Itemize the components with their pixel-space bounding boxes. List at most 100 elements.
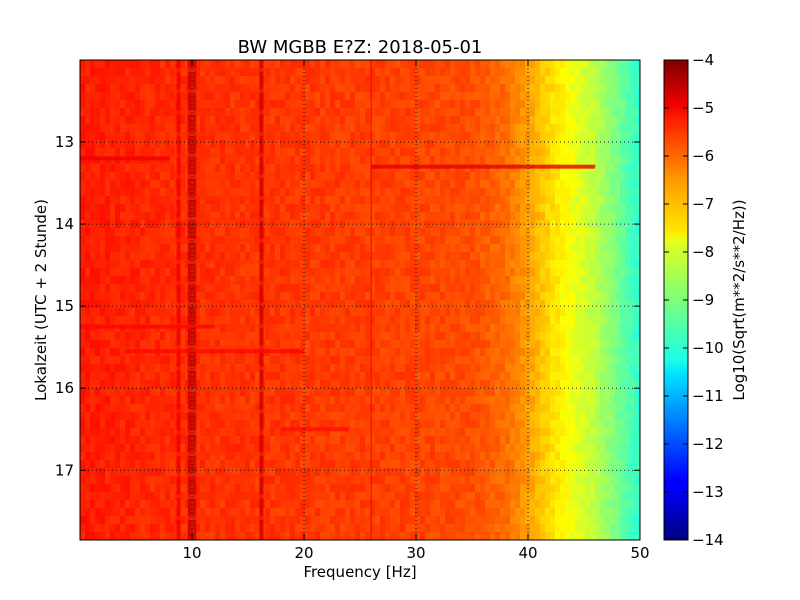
heatmap-cell [145, 140, 151, 149]
heatmap-cell [220, 116, 226, 125]
heatmap-cell [140, 308, 146, 317]
heatmap-cell [325, 268, 331, 277]
heatmap-cell [150, 364, 156, 373]
heatmap-cell [240, 460, 246, 469]
heatmap-cell [225, 532, 231, 540]
heatmap-cell [335, 268, 341, 277]
heatmap-cell [100, 308, 106, 317]
heatmap-cell [320, 244, 326, 253]
heatmap-cell [225, 460, 231, 469]
heatmap-cell [330, 84, 336, 93]
heatmap-cell [400, 412, 406, 421]
heatmap-cell [225, 332, 231, 341]
heatmap-cell [340, 236, 346, 245]
heatmap-cell [465, 220, 471, 229]
heatmap-cell [410, 388, 416, 397]
heatmap-cell [370, 348, 376, 357]
heatmap-cell [480, 220, 486, 229]
heatmap-cell [405, 500, 411, 509]
heatmap-cell [195, 60, 201, 69]
heatmap-cell [470, 348, 476, 357]
heatmap-cell [255, 252, 261, 261]
heatmap-cell [455, 212, 461, 221]
heatmap-cell [380, 220, 386, 229]
heatmap-cell [195, 404, 201, 413]
heatmap-cell [475, 444, 481, 453]
heatmap-cell [415, 276, 421, 285]
heatmap-cell [315, 228, 321, 237]
heatmap-cell [375, 92, 381, 101]
heatmap-cell [120, 316, 126, 325]
heatmap-cell [300, 420, 306, 429]
heatmap-cell [380, 76, 386, 85]
heatmap-cell [245, 260, 251, 269]
heatmap-cell [410, 140, 416, 149]
heatmap-cell [205, 500, 211, 509]
heatmap-cell [480, 60, 486, 69]
heatmap-cell [405, 100, 411, 109]
heatmap-cell [220, 220, 226, 229]
heatmap-cell [235, 204, 241, 213]
heatmap-cell [480, 412, 486, 421]
heatmap-cell [410, 324, 416, 333]
heatmap-cell [140, 284, 146, 293]
heatmap-cell [495, 156, 501, 165]
heatmap-cell [415, 236, 421, 245]
heatmap-cell [435, 452, 441, 461]
heatmap-cell [330, 460, 336, 469]
heatmap-cell [390, 380, 396, 389]
heatmap-cell [270, 284, 276, 293]
heatmap-cell [115, 508, 121, 517]
heatmap-cell [310, 492, 316, 501]
heatmap-cell [390, 252, 396, 261]
heatmap-cell [440, 108, 446, 117]
heatmap-cell [490, 396, 496, 405]
heatmap-cell [450, 236, 456, 245]
heatmap-cell [300, 164, 306, 173]
heatmap-cell [130, 484, 136, 493]
heatmap-cell [460, 460, 466, 469]
heatmap-cell [320, 140, 326, 149]
heatmap-cell [460, 300, 466, 309]
heatmap-cell [200, 292, 206, 301]
heatmap-cell [440, 356, 446, 365]
heatmap-cell [95, 444, 101, 453]
heatmap-cell [400, 500, 406, 509]
heatmap-cell [135, 84, 141, 93]
heatmap-cell [385, 220, 391, 229]
heatmap-cell [210, 516, 216, 525]
heatmap-cell [390, 428, 396, 437]
heatmap-cell [205, 460, 211, 469]
heatmap-cell [350, 260, 356, 269]
heatmap-cell [180, 196, 186, 205]
heatmap-cell [475, 252, 481, 261]
heatmap-cell [310, 380, 316, 389]
heatmap-cell [390, 84, 396, 93]
heatmap-cell [270, 308, 276, 317]
heatmap-cell [390, 236, 396, 245]
heatmap-cell [130, 340, 136, 349]
heatmap-cell [200, 92, 206, 101]
heatmap-cell [240, 260, 246, 269]
heatmap-cell [170, 252, 176, 261]
heatmap-cell [455, 260, 461, 269]
heatmap-cell [250, 76, 256, 85]
heatmap-cell [180, 116, 186, 125]
heatmap-cell [390, 444, 396, 453]
heatmap-cell [375, 516, 381, 525]
heatmap-cell [165, 124, 171, 133]
heatmap-cell [100, 60, 106, 69]
heatmap-cell [365, 100, 371, 109]
heatmap-cell [450, 348, 456, 357]
heatmap-cell [440, 484, 446, 493]
heatmap-cell [245, 196, 251, 205]
heatmap-cell [150, 140, 156, 149]
heatmap-cell [340, 508, 346, 517]
heatmap-cell [400, 388, 406, 397]
heatmap-cell [470, 388, 476, 397]
heatmap-cell [80, 452, 86, 461]
heatmap-cell [130, 268, 136, 277]
heatmap-cell [230, 372, 236, 381]
heatmap-cell [145, 300, 151, 309]
heatmap-cell [420, 316, 426, 325]
